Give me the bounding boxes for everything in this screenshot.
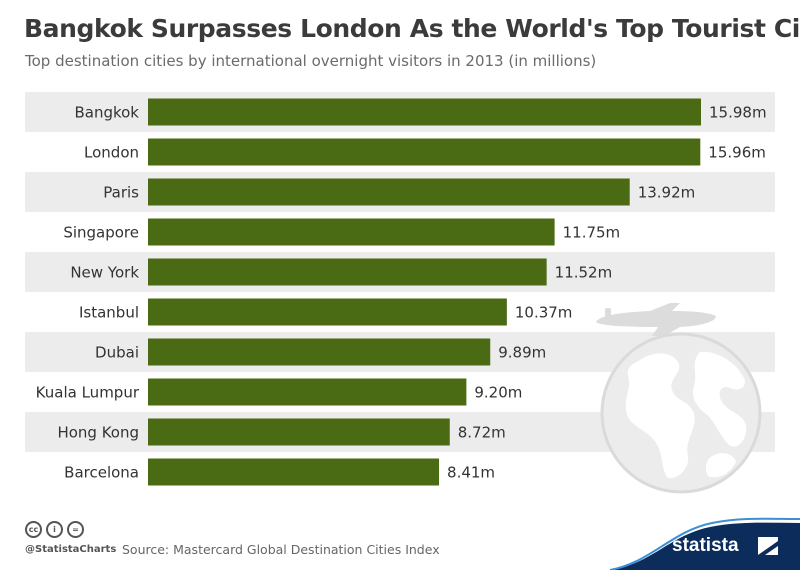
category-label: Kuala Lumpur bbox=[36, 384, 140, 402]
bar-hong-kong[interactable] bbox=[148, 418, 450, 446]
bar-bangkok[interactable] bbox=[148, 98, 701, 126]
category-label: Paris bbox=[103, 184, 139, 202]
category-label: Dubai bbox=[95, 344, 139, 362]
value-label: 9.89m bbox=[498, 344, 546, 362]
footer: cc i = @StatistaCharts Source: Mastercar… bbox=[0, 515, 800, 570]
bar-kuala-lumpur[interactable] bbox=[148, 378, 467, 406]
twitter-handle[interactable]: @StatistaCharts bbox=[25, 544, 117, 555]
globe-icon bbox=[600, 332, 762, 494]
category-label: Singapore bbox=[63, 224, 139, 242]
bar-chart: Bangkok London Paris Singapore New York Istan… bbox=[25, 92, 775, 494]
nd-icon[interactable]: = bbox=[67, 521, 84, 538]
category-label: Istanbul bbox=[79, 304, 139, 322]
category-label: Hong Kong bbox=[57, 424, 139, 442]
category-label: Barcelona bbox=[64, 464, 139, 482]
value-label: 9.20m bbox=[474, 384, 522, 402]
category-label: New York bbox=[70, 264, 139, 282]
source-note: Source: Mastercard Global Destination Ci… bbox=[122, 542, 440, 557]
bar-barcelona[interactable] bbox=[148, 458, 440, 486]
statista-logo[interactable]: statista bbox=[672, 535, 739, 556]
chart-subtitle: Top destination cities by international … bbox=[25, 52, 597, 70]
value-label: 8.72m bbox=[458, 424, 506, 442]
bar-london[interactable] bbox=[148, 138, 701, 166]
airplane-icon bbox=[596, 303, 716, 336]
value-label: 13.92m bbox=[638, 184, 696, 202]
bar-paris[interactable] bbox=[148, 178, 630, 206]
category-label: Bangkok bbox=[74, 104, 139, 122]
bar-dubai[interactable] bbox=[148, 338, 491, 366]
value-label: 8.41m bbox=[447, 464, 495, 482]
bar-new-york[interactable] bbox=[148, 258, 547, 286]
bar-singapore[interactable] bbox=[148, 218, 555, 246]
value-label: 11.75m bbox=[563, 224, 621, 242]
chart-title: Bangkok Surpasses London As the World's … bbox=[24, 14, 800, 43]
brand-wave bbox=[610, 517, 800, 570]
bar-istanbul[interactable] bbox=[148, 298, 507, 326]
cc-icon[interactable]: cc bbox=[25, 521, 42, 538]
statista-logo-icon bbox=[758, 537, 778, 555]
value-label: 15.98m bbox=[709, 104, 767, 122]
license-icons: cc i = bbox=[25, 521, 84, 538]
category-label: London bbox=[84, 144, 139, 162]
value-label: 10.37m bbox=[515, 304, 573, 322]
by-icon[interactable]: i bbox=[46, 521, 63, 538]
value-label: 11.52m bbox=[555, 264, 613, 282]
value-label: 15.96m bbox=[708, 144, 766, 162]
